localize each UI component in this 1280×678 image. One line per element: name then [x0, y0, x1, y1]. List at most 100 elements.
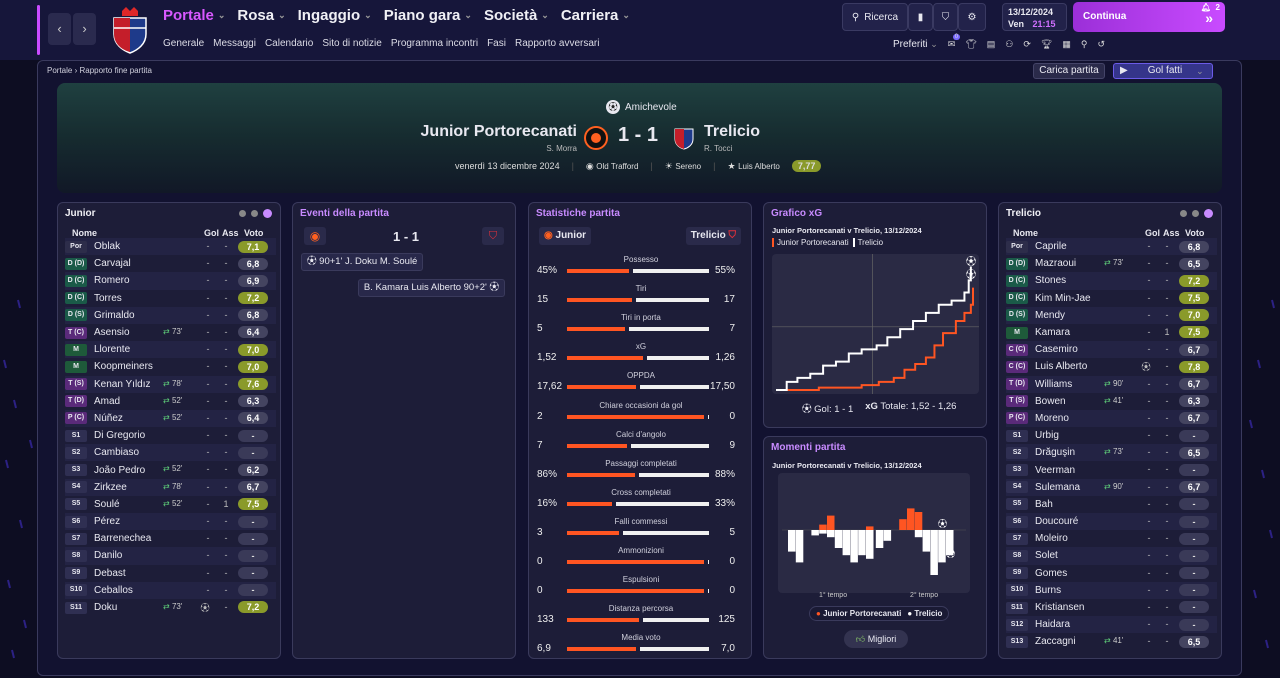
player-name[interactable]: Llorente	[94, 344, 131, 356]
subnav-calendario[interactable]: Calendario	[264, 38, 314, 49]
player-row[interactable]: S4 Zirkzee ⇄ 78' - -6,7	[65, 478, 276, 496]
settings-button[interactable]: ⚙	[958, 3, 986, 31]
search-button[interactable]: ⚲ Ricerca	[842, 3, 908, 31]
player-name[interactable]: Doucouré	[1035, 516, 1079, 528]
player-row[interactable]: C (C) Casemiro - -6,7	[1006, 341, 1217, 359]
player-name[interactable]: Asensio	[94, 327, 130, 339]
subnav-messaggi[interactable]: Messaggi	[213, 38, 256, 49]
subnav-fasi[interactable]: Fasi	[487, 38, 506, 49]
back-button[interactable]: ‹	[48, 13, 71, 45]
player-name[interactable]: Oblak	[94, 241, 121, 253]
scout-icon[interactable]: ⚲	[1080, 39, 1088, 49]
player-row[interactable]: T (S) Kenan Yıldız ⇄ 78' - -7,6	[65, 375, 276, 393]
breadcrumb-root[interactable]: Portale	[47, 66, 73, 75]
player-row[interactable]: S2 Cambiaso - - -	[65, 444, 276, 462]
player-row[interactable]: D (D) Mazraoui ⇄ 73' - -6,5	[1006, 255, 1217, 272]
player-row[interactable]: D (C) Kim Min-Jae - -7,5	[1006, 290, 1217, 307]
player-name[interactable]: Grimaldo	[94, 309, 135, 321]
player-name[interactable]: Kristiansen	[1035, 602, 1085, 614]
player-name[interactable]: Núñez	[94, 412, 123, 424]
player-name[interactable]: Gomes	[1035, 567, 1068, 579]
home-team-name[interactable]: Junior Portorecanati	[420, 123, 577, 140]
subnav-generale[interactable]: Generale	[163, 38, 205, 49]
player-name[interactable]: Pérez	[94, 516, 121, 528]
player-row[interactable]: S9 Debast - - -	[65, 565, 276, 582]
player-name[interactable]: Luis Alberto	[1035, 361, 1088, 373]
player-row[interactable]: M Kamara - 1 7,5	[1006, 324, 1217, 341]
player-row[interactable]: S2 Drăguşin ⇄ 73' - -6,5	[1006, 444, 1217, 462]
player-name[interactable]: Haidara	[1035, 619, 1071, 631]
nav-piano-gara[interactable]: Piano gara ⌄	[383, 7, 472, 24]
trophy-icon[interactable]: 🏆︎	[1040, 39, 1053, 49]
event-item-away-goal[interactable]: B. Kamara Luis Alberto 90+2' ⚽︎	[357, 279, 505, 297]
clipboard-icon[interactable]: ▤	[986, 39, 996, 49]
player-row[interactable]: S7 Moleiro - - -	[1006, 530, 1217, 547]
player-name[interactable]: Danilo	[94, 550, 123, 562]
player-name[interactable]: Di Gregorio	[94, 430, 146, 442]
player-row[interactable]: S8 Danilo - - -	[65, 547, 276, 565]
bookmark-button[interactable]: ▮	[908, 3, 933, 31]
player-name[interactable]: Stones	[1035, 275, 1067, 287]
player-row[interactable]: S3 João Pedro ⇄ 52' - -6,2	[65, 461, 276, 478]
player-row[interactable]: S7 Barrenechea - - -	[65, 530, 276, 547]
player-name[interactable]: Ceballos	[94, 584, 133, 596]
player-row[interactable]: D (S) Mendy - -7,0	[1006, 306, 1217, 324]
player-name[interactable]: Carvajal	[94, 258, 131, 270]
player-name[interactable]: Cambiaso	[94, 447, 140, 459]
player-row[interactable]: T (C) Asensio ⇄ 73' - -6,4	[65, 324, 276, 341]
player-row[interactable]: S9 Gomes - - -	[1006, 565, 1217, 582]
tactics-icon[interactable]: ⚇	[1005, 39, 1014, 49]
player-row[interactable]: S5 Bah - - -	[1006, 496, 1217, 513]
player-name[interactable]: Barrenechea	[94, 533, 152, 545]
player-row[interactable]: T (D) Williams ⇄ 90' - -6,7	[1006, 375, 1217, 393]
player-name[interactable]: Caprile	[1035, 241, 1067, 253]
player-name[interactable]: João Pedro	[94, 464, 146, 476]
player-row[interactable]: S5 Soulé ⇄ 52' - 1 7,5	[65, 496, 276, 513]
nav-ingaggio[interactable]: Ingaggio ⌄	[297, 7, 372, 24]
player-row[interactable]: M Llorente - -7,0	[65, 341, 276, 359]
player-row[interactable]: S6 Doucouré - - -	[1006, 513, 1217, 531]
nav-portale[interactable]: Portale ⌄	[163, 7, 226, 24]
player-name[interactable]: Koopmeiners	[94, 361, 153, 373]
player-name[interactable]: Williams	[1035, 378, 1073, 390]
player-name[interactable]: Zirkzee	[94, 481, 127, 493]
player-row[interactable]: S4 Sulemana ⇄ 90' - -6,7	[1006, 478, 1217, 496]
player-row[interactable]: S10 Ceballos - - -	[65, 581, 276, 599]
player-name[interactable]: Solet	[1035, 550, 1058, 562]
messages-icon[interactable]: ✉ 0	[947, 34, 961, 49]
player-name[interactable]: Debast	[94, 567, 126, 579]
player-row[interactable]: S13 Zaccagni ⇄ 41' - -6,5	[1006, 633, 1217, 650]
calendar-icon[interactable]: ▦	[1062, 39, 1071, 49]
player-row[interactable]: D (S) Grimaldo - -6,8	[65, 306, 276, 324]
player-name[interactable]: Kenan Yıldız	[94, 378, 151, 390]
player-name[interactable]: Drăguşin	[1035, 447, 1076, 459]
player-row[interactable]: D (C) Torres - -7,2	[65, 290, 276, 307]
player-row[interactable]: S3 Veerman - - -	[1006, 461, 1217, 478]
player-name[interactable]: Kamara	[1035, 327, 1071, 339]
player-row[interactable]: S8 Solet - - -	[1006, 547, 1217, 565]
player-row[interactable]: S1 Urbig - - -	[1006, 427, 1217, 444]
player-row[interactable]: S10 Burns - - -	[1006, 581, 1217, 599]
nav-rosa[interactable]: Rosa ⌄	[237, 7, 286, 24]
player-name[interactable]: Bah	[1035, 498, 1053, 510]
player-row[interactable]: P (C) Moreno - -6,7	[1006, 409, 1217, 428]
history-icon[interactable]: ↺	[1097, 39, 1105, 49]
motm-name[interactable]: Luis Alberto	[738, 161, 780, 171]
player-row[interactable]: S1 Di Gregorio - - -	[65, 427, 276, 444]
subnav-sito-notizie[interactable]: Sito di notizie	[322, 38, 382, 49]
player-name[interactable]: Burns	[1035, 584, 1062, 596]
load-match-button[interactable]: Carica partita	[1033, 63, 1105, 79]
preferiti-dropdown[interactable]: Preferiti ⌄	[893, 39, 938, 50]
player-row[interactable]: P (C) Núñez ⇄ 52' - -6,4	[65, 409, 276, 428]
player-name[interactable]: Romero	[94, 275, 130, 287]
player-row[interactable]: M Koopmeiners - -7,0	[65, 358, 276, 375]
forward-button[interactable]: ›	[73, 13, 96, 45]
event-item-home-goal[interactable]: ⚽︎ 90+1' J. Doku M. Soulé	[301, 253, 424, 271]
player-name[interactable]: Veerman	[1035, 464, 1076, 476]
shirt-icon[interactable]: 👕︎	[965, 39, 977, 49]
player-row[interactable]: T (S) Bowen ⇄ 41' - -6,3	[1006, 393, 1217, 410]
player-row[interactable]: C (C) Luis Alberto ⚽︎ -7,8	[1006, 358, 1217, 375]
player-name[interactable]: Urbig	[1035, 430, 1059, 442]
player-name[interactable]: Torres	[94, 292, 122, 304]
player-row[interactable]: D (C) Romero - -6,9	[65, 272, 276, 290]
